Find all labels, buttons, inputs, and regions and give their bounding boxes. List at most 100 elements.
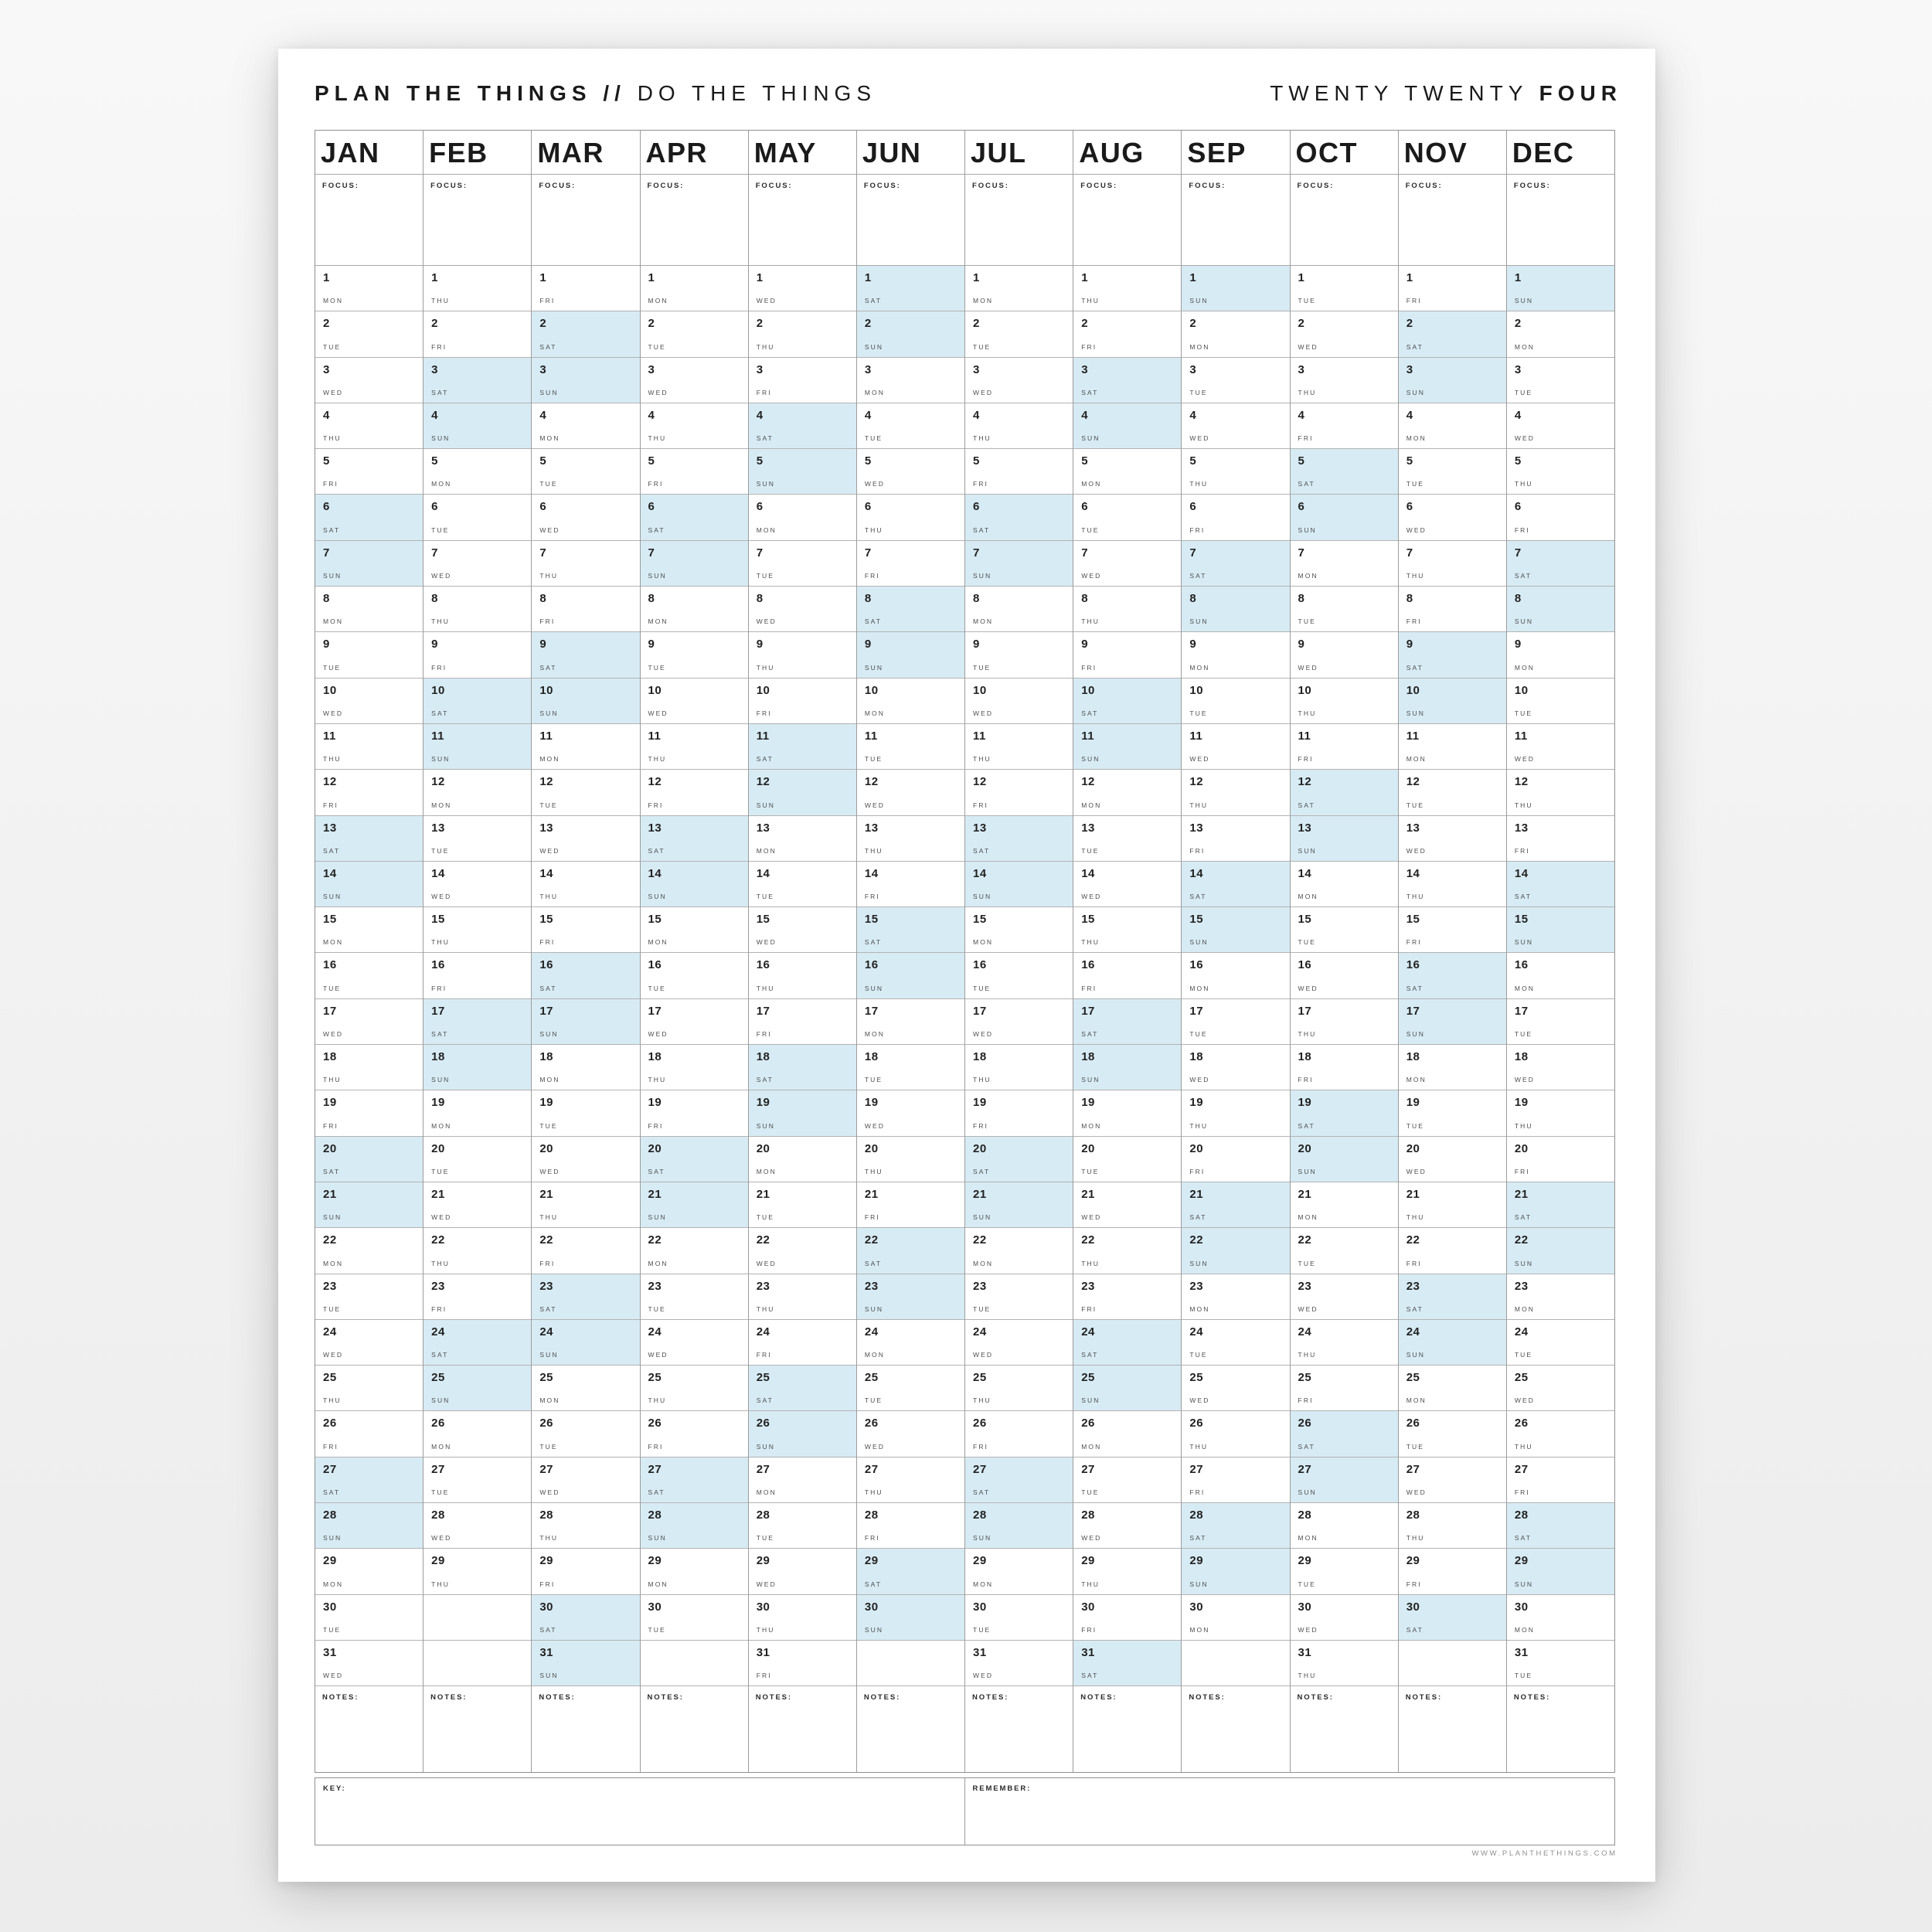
day-cell: 24 WED bbox=[315, 1319, 423, 1366]
day-cell: 25 WED bbox=[1182, 1366, 1290, 1412]
day-number: 22 bbox=[431, 1233, 445, 1247]
day-weekday: MON bbox=[1081, 1121, 1102, 1130]
day-weekday: SAT bbox=[973, 1488, 991, 1497]
day-weekday: WED bbox=[539, 526, 560, 534]
day-cell: 3 THU bbox=[1290, 357, 1398, 403]
day-number: 20 bbox=[1189, 1141, 1204, 1155]
day-cell: 30 FRI bbox=[1073, 1594, 1182, 1641]
day-number: 31 bbox=[973, 1645, 987, 1659]
key-box: KEY: bbox=[315, 1778, 965, 1845]
website-url: WWW.PLANTHETHINGS.COM bbox=[1471, 1849, 1617, 1858]
day-weekday: MON bbox=[1298, 1534, 1318, 1543]
day-number: 13 bbox=[539, 821, 554, 835]
day-weekday: SUN bbox=[864, 342, 884, 351]
day-weekday: THU bbox=[756, 1625, 775, 1634]
day-number: 7 bbox=[1298, 546, 1305, 560]
day-cell bbox=[423, 1640, 532, 1687]
day-cell: 19 THU bbox=[1506, 1090, 1615, 1137]
day-cell: 27 TUE bbox=[1073, 1457, 1182, 1504]
month-column-feb: FEB FOCUS: 1 THU 2 FRI 3 SAT 4 SUN 5 MON 6 TUE 7 WED 8 TH… bbox=[423, 131, 532, 1772]
day-cell: 13 THU bbox=[856, 815, 965, 862]
day-number: 17 bbox=[648, 1004, 662, 1018]
day-weekday: WED bbox=[864, 1442, 885, 1451]
day-weekday: FRI bbox=[1406, 297, 1422, 305]
day-weekday: TUE bbox=[864, 755, 883, 764]
day-number: 8 bbox=[431, 592, 439, 606]
notes-box: NOTES: bbox=[1073, 1686, 1181, 1772]
day-number: 30 bbox=[323, 1600, 337, 1614]
day-weekday: THU bbox=[1189, 1121, 1209, 1130]
day-cell: 17 WED bbox=[965, 998, 1073, 1046]
day-weekday: TUE bbox=[1406, 801, 1425, 809]
day-weekday: SUN bbox=[1406, 388, 1425, 396]
day-number: 28 bbox=[756, 1509, 770, 1522]
day-number: 18 bbox=[1298, 1050, 1312, 1064]
day-weekday: SAT bbox=[1406, 342, 1423, 351]
day-cell: 3 MON bbox=[856, 357, 965, 403]
day-cell: 14 SUN bbox=[640, 861, 748, 908]
day-weekday: SUN bbox=[1189, 1580, 1209, 1588]
day-number: 7 bbox=[431, 546, 439, 560]
day-weekday: THU bbox=[1081, 1259, 1100, 1267]
day-number: 28 bbox=[323, 1509, 337, 1522]
day-weekday: SAT bbox=[1298, 480, 1315, 488]
day-number: 29 bbox=[323, 1554, 337, 1568]
notes-box: NOTES: bbox=[1182, 1686, 1289, 1772]
day-cell: 16 TUE bbox=[640, 953, 748, 999]
day-cell: 26 MON bbox=[423, 1411, 532, 1458]
day-cell: 9 FRI bbox=[423, 632, 532, 679]
notes-label: NOTES: bbox=[539, 1693, 576, 1702]
day-weekday: TUE bbox=[431, 526, 450, 534]
day-weekday: WED bbox=[1514, 755, 1536, 764]
day-number: 8 bbox=[1189, 592, 1197, 606]
day-number: 1 bbox=[1189, 271, 1197, 284]
day-cell: 29 THU bbox=[1073, 1549, 1182, 1595]
day-weekday: WED bbox=[323, 1672, 344, 1680]
day-number: 20 bbox=[756, 1141, 770, 1155]
day-cell: 29 MON bbox=[965, 1549, 1073, 1595]
day-weekday: SUN bbox=[973, 1213, 992, 1222]
day-weekday: WED bbox=[1189, 1076, 1210, 1084]
day-number: 21 bbox=[323, 1187, 337, 1201]
day-weekday: SAT bbox=[1514, 1534, 1532, 1543]
day-weekday: TUE bbox=[431, 846, 450, 855]
day-cell: 28 FRI bbox=[856, 1503, 965, 1549]
day-cell: 28 WED bbox=[423, 1503, 532, 1549]
day-cell: 20 FRI bbox=[1182, 1136, 1290, 1182]
day-number: 15 bbox=[323, 913, 337, 927]
day-weekday: TUE bbox=[539, 480, 558, 488]
day-cell: 10 TUE bbox=[1506, 678, 1615, 724]
day-weekday: TUE bbox=[973, 1625, 992, 1634]
day-cell: 4 MON bbox=[1398, 403, 1506, 450]
key-label: KEY: bbox=[323, 1784, 346, 1793]
day-weekday: FRI bbox=[1189, 526, 1206, 534]
focus-box: FOCUS: bbox=[423, 175, 532, 266]
day-number: 18 bbox=[648, 1050, 662, 1064]
day-weekday: MON bbox=[1189, 342, 1210, 351]
day-number: 28 bbox=[864, 1509, 879, 1522]
remember-box: REMEMBER: bbox=[965, 1778, 1615, 1845]
day-weekday: TUE bbox=[756, 1534, 774, 1543]
day-number: 17 bbox=[756, 1004, 770, 1018]
day-number: 31 bbox=[323, 1645, 337, 1659]
day-weekday: MON bbox=[431, 1442, 452, 1451]
day-cell: 11 WED bbox=[1182, 723, 1290, 770]
day-cell: 13 TUE bbox=[1073, 815, 1182, 862]
day-weekday: SAT bbox=[1298, 1442, 1315, 1451]
day-cell: 9 THU bbox=[748, 632, 856, 679]
day-weekday: FRI bbox=[648, 1121, 664, 1130]
day-cell: 15 WED bbox=[748, 907, 856, 954]
day-number: 27 bbox=[539, 1462, 554, 1476]
day-cell: 28 SUN bbox=[315, 1503, 423, 1549]
day-weekday: SUN bbox=[539, 709, 559, 717]
day-cell: 27 WED bbox=[532, 1457, 640, 1504]
day-cell: 18 SUN bbox=[423, 1045, 532, 1091]
day-weekday: SUN bbox=[431, 1396, 451, 1405]
day-weekday: THU bbox=[1514, 801, 1533, 809]
day-number: 5 bbox=[973, 454, 980, 468]
day-weekday: MON bbox=[539, 1076, 560, 1084]
day-cell: 22 THU bbox=[1073, 1228, 1182, 1274]
day-number: 1 bbox=[1298, 271, 1305, 284]
day-number: 26 bbox=[648, 1417, 662, 1430]
day-number: 24 bbox=[323, 1325, 337, 1338]
